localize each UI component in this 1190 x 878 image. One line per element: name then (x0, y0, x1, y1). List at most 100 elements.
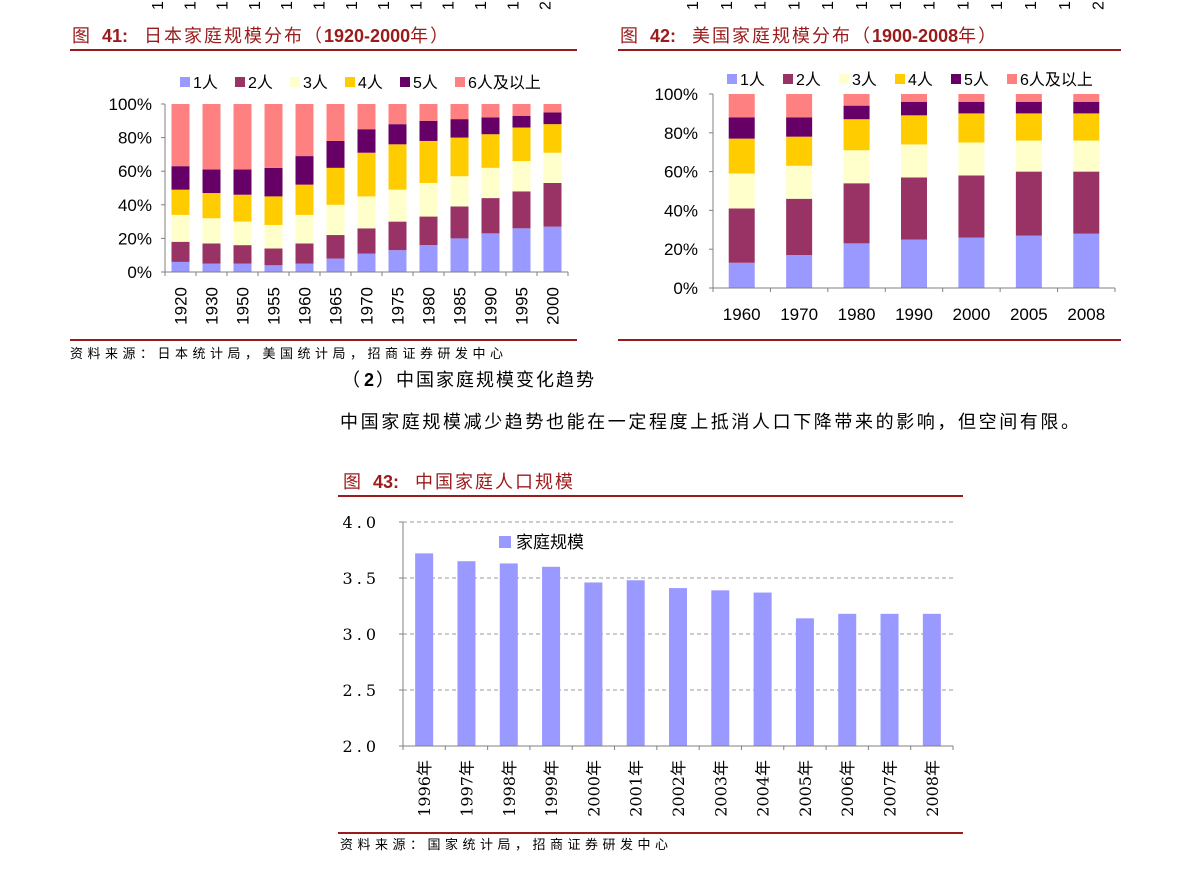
stacked-bar-segment (171, 166, 190, 190)
stacked-bar-segment (202, 193, 221, 219)
y-tick-label: 60% (664, 163, 698, 182)
stacked-bar-segment (171, 189, 190, 215)
legend-label: 6人及以上 (468, 74, 541, 92)
legend-swatch (499, 536, 511, 548)
cut-off-tick-label: 1 (786, 1, 803, 10)
stacked-bar-segment (450, 206, 469, 239)
stacked-bar-segment (1073, 233, 1100, 288)
figure-41-caption: 图 41: 日本家庭规模分布（1920-2000年） (72, 25, 450, 48)
stacked-bar-segment (357, 104, 376, 130)
cut-off-tick-label: 1 (344, 1, 361, 10)
bar (795, 618, 814, 746)
stacked-bar-segment (843, 94, 870, 106)
x-tick-label: 1995 (513, 287, 532, 325)
source-note-1: 资料来源：日本统计局，美国统计局，招商证券研发中心 (70, 347, 508, 362)
cut-off-tick-label: 1 (312, 1, 329, 10)
stacked-bar-segment (233, 263, 252, 272)
stacked-bar-segment (264, 265, 283, 272)
body-paragraph: 中国家庭规模减少趋势也能在一定程度上抵消人口下降带来的影响，但空间有限。 (340, 412, 1082, 433)
section-heading-close: ） (376, 370, 397, 391)
stacked-bar-segment (233, 104, 252, 170)
x-tick-label: 2007年 (881, 760, 900, 817)
stacked-bar-segment (786, 198, 813, 256)
stacked-bar-segment (728, 208, 755, 263)
figure-42-bottom-rule (618, 339, 1121, 341)
stacked-bar-segment (388, 144, 407, 190)
y-tick-label: 40% (664, 201, 698, 220)
stacked-bar-segment (786, 255, 813, 288)
section-heading-open: （ (342, 370, 362, 391)
stacked-bar-segment (202, 263, 221, 272)
figure-41-top-rule (70, 49, 577, 51)
x-tick-label: 1965 (327, 287, 346, 325)
cut-off-tick-label: 1 (376, 1, 393, 10)
stacked-bar-segment (326, 204, 345, 236)
x-tick-label: 1970 (780, 305, 818, 324)
stacked-bar-segment (1015, 235, 1042, 288)
x-tick-label: 1990 (895, 305, 933, 324)
legend-label: 4人 (358, 74, 383, 92)
stacked-bar-segment (295, 104, 314, 157)
stacked-bar-segment (543, 152, 562, 183)
stacked-bar-segment (728, 117, 755, 139)
y-tick-label: 2.5 (343, 681, 380, 700)
stacked-bar-segment (728, 94, 755, 118)
stacked-bar-segment (786, 117, 813, 137)
stacked-bar-segment (233, 169, 252, 195)
bar (838, 613, 857, 746)
cut-off-tick-label: 1 (279, 1, 296, 10)
cut-off-tick-label: 1 (215, 1, 232, 10)
figure-years: 1920-2000 (324, 26, 411, 46)
figure-title: 中国家庭人口规模 (415, 472, 576, 493)
x-tick-label: 1990 (482, 287, 501, 325)
legend-label: 1人 (193, 74, 218, 92)
x-tick-label: 1985 (451, 287, 470, 325)
legend-label: 5人 (964, 71, 989, 89)
stacked-bar-segment (512, 115, 531, 128)
stacked-bar-segment (357, 129, 376, 153)
bars (171, 104, 562, 272)
stacked-bar-segment (958, 101, 985, 114)
stacked-bar-segment (419, 120, 438, 141)
stacked-bar-segment (843, 105, 870, 120)
x-tick-label: 1999年 (542, 760, 561, 817)
x-tick-label: 1955 (265, 287, 284, 325)
stacked-bar-segment (388, 250, 407, 272)
legend-label: 1人 (740, 71, 765, 89)
bar (711, 590, 730, 746)
stacked-bar-segment (481, 104, 500, 118)
stacked-bar-segment (388, 104, 407, 125)
legend: 家庭规模 (499, 533, 584, 553)
stacked-bar-segment (728, 138, 755, 174)
bar (457, 561, 476, 746)
stacked-bar-segment (728, 173, 755, 209)
legend-swatch (180, 77, 190, 87)
y-tick-label: 0% (673, 279, 698, 298)
stacked-bar-segment (326, 235, 345, 259)
stacked-bar-segment (357, 196, 376, 229)
stacked-bar-segment (543, 182, 562, 227)
cut-off-tick-label: 1 (408, 1, 425, 10)
y-tick-label: 100% (655, 85, 698, 104)
figure-43-top-rule (338, 495, 963, 497)
chart-japan-household-size: 100% 80% 60% 40% 20% 0% 1920 1930 1950 1955 1960 19… (109, 74, 569, 325)
stacked-bar-segment (171, 261, 190, 272)
stacked-bar-segment (512, 191, 531, 229)
y-tick-label: 3.0 (343, 625, 380, 644)
y-tick-label: 0% (127, 263, 152, 282)
stacked-bar-segment (202, 104, 221, 170)
bar (542, 566, 561, 746)
y-tick-label: 80% (664, 124, 698, 143)
stacked-bar-segment (233, 245, 252, 264)
figure-title-end: 年） (958, 26, 999, 47)
cut-off-tick-label: 1 (182, 1, 199, 10)
figure-label: 图 (72, 26, 92, 47)
chart-china-household-size: 4.0 3.5 3.0 2.5 2.0 1996年 1997年 1998年 1999年 2000年… (343, 513, 954, 817)
stacked-bar-segment (481, 167, 500, 199)
legend-label: 6人及以上 (1020, 71, 1093, 89)
stacked-bar-segment (958, 175, 985, 238)
x-tick-label: 2003年 (711, 760, 730, 817)
y-tick-label: 3.5 (343, 569, 380, 588)
bar (753, 592, 772, 746)
